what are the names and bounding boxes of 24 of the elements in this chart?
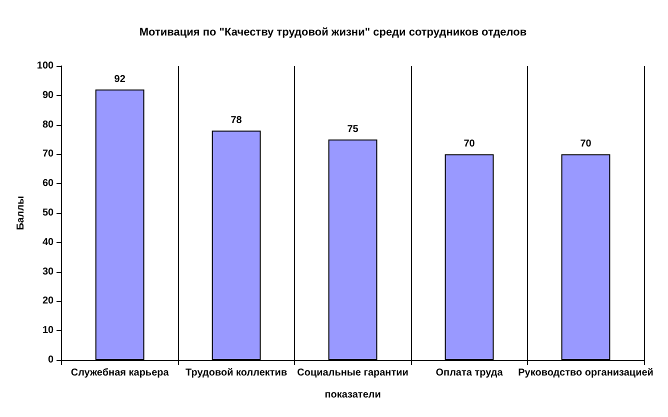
data-label: 78 [230,115,242,126]
x-tick-label: Трудовой коллектив [186,368,288,378]
x-tick-label: Руководство организацией [518,368,654,378]
y-tick-label: 100 [36,60,54,72]
y-tick-label: 60 [42,178,54,190]
chart-title: Мотивация по "Качеству трудовой жизни" среди сотрудников отделов [139,26,527,38]
data-label: 92 [114,74,126,86]
y-tick-label: 70 [42,148,54,160]
data-label: 75 [347,124,359,135]
x-tick-label: Служебная карьера [70,368,170,378]
x-axis-title: показатели [324,390,381,400]
y-tick-label: 40 [42,236,54,248]
y-tick-label: 20 [42,296,54,307]
y-tick-label: 80 [42,119,54,130]
data-label: 70 [580,138,592,150]
y-axis-title: Баллы [16,196,26,230]
y-tick-label: 50 [42,208,54,218]
data-label: 70 [464,138,476,150]
x-tick-label: Оплата труда [436,368,504,378]
x-tick-label: Социальные гарантии [297,368,408,378]
y-tick-label: 90 [42,90,54,101]
y-tick-label: 0 [48,354,54,366]
y-tick-label: 10 [42,325,54,336]
y-tick-label: 30 [42,266,54,278]
